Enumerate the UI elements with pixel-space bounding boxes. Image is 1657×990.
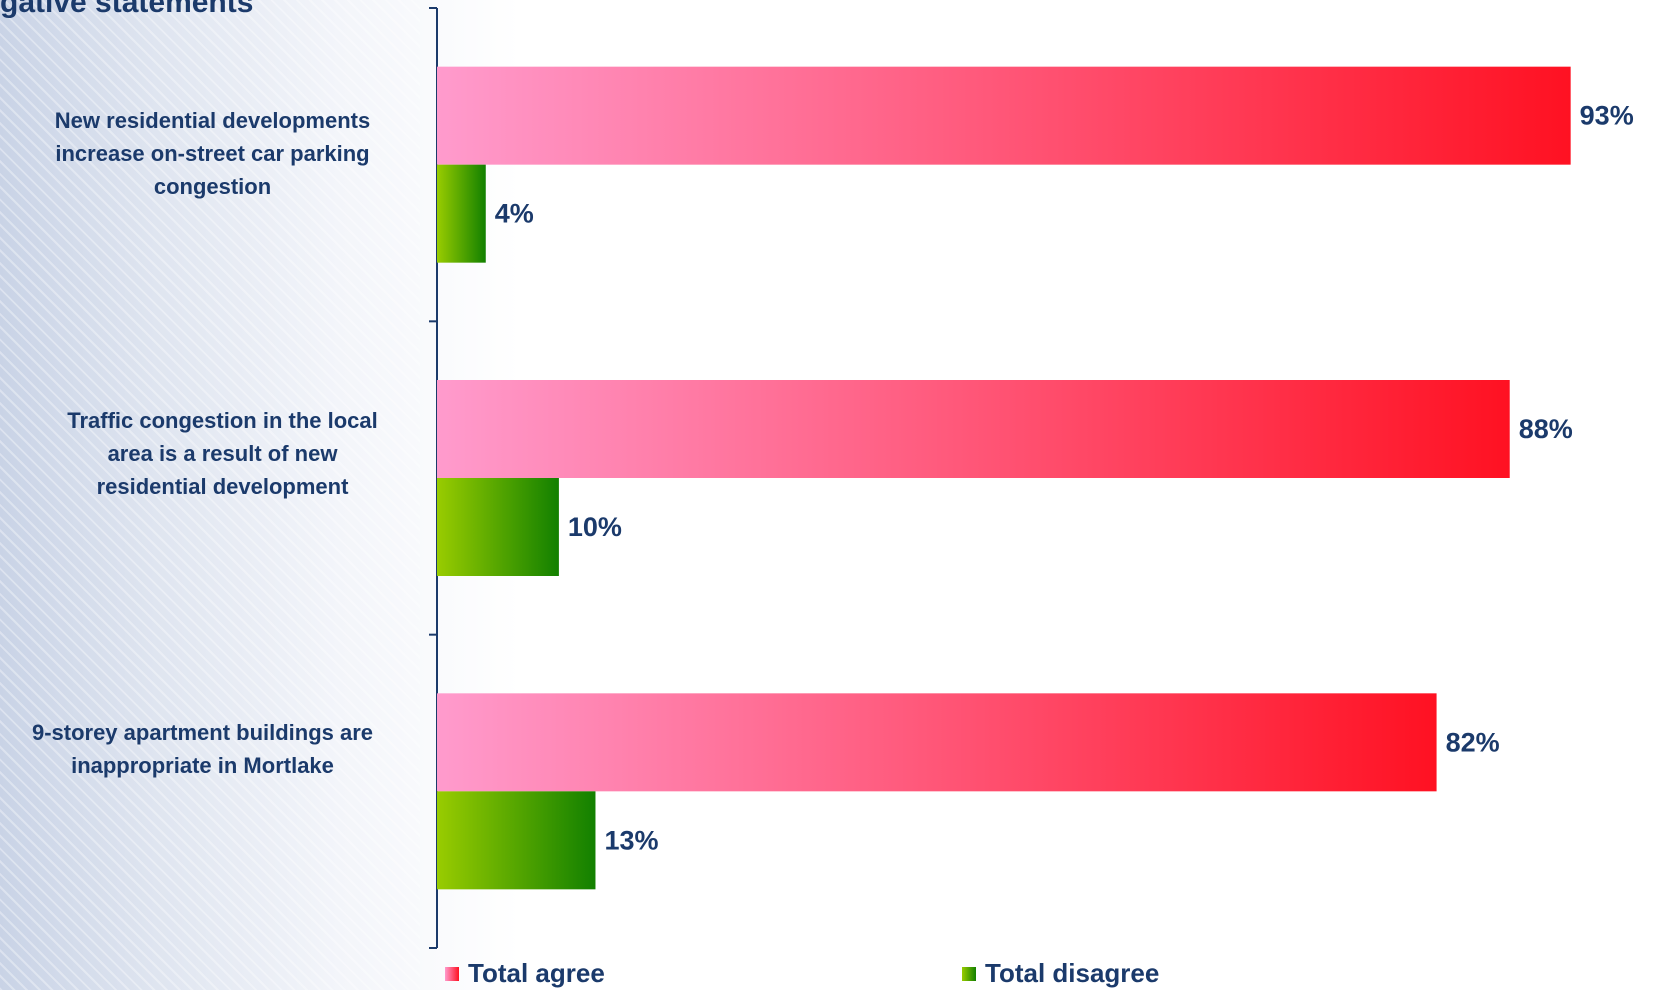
- category-label-line: New residential developments: [54, 108, 371, 133]
- pink-square-icon: [445, 966, 459, 981]
- legend-item-agree: Total agree: [445, 958, 605, 989]
- legend-label: Total disagree: [985, 958, 1160, 988]
- category-label-line: area is a result of new: [107, 441, 338, 466]
- category-label-line: Traffic congestion in the local: [67, 408, 378, 433]
- data-label: 93%: [1580, 101, 1634, 131]
- data-label: 82%: [1446, 727, 1500, 757]
- category-label-line: increase on-street car parking: [55, 141, 370, 166]
- data-label: 13%: [604, 825, 658, 855]
- bar-total-disagree: [437, 478, 559, 576]
- category-label-line: residential development: [96, 474, 349, 499]
- green-square-icon: [962, 966, 976, 981]
- legend-item-disagree: Total disagree: [962, 958, 1159, 989]
- category-label-line: 9-storey apartment buildings are: [31, 720, 374, 745]
- data-label: 10%: [568, 512, 622, 542]
- bar-total-disagree: [437, 791, 596, 890]
- category-label: Traffic congestion in the local area is …: [25, 404, 420, 503]
- category-label-line: inappropriate in Mortlake: [71, 753, 334, 778]
- bar-total-agree: [437, 66, 1571, 165]
- bar-total-agree: [437, 380, 1510, 478]
- legend-label: Total agree: [468, 958, 605, 988]
- bar-total-agree: [437, 693, 1437, 792]
- category-label: 9-storey apartment buildings are inappro…: [5, 716, 400, 782]
- data-label: 4%: [495, 199, 534, 229]
- category-label: New residential developments increase on…: [15, 104, 410, 203]
- category-label-line: congestion: [153, 174, 272, 199]
- bar-total-disagree: [437, 164, 486, 263]
- data-label: 88%: [1519, 414, 1573, 444]
- chart-title: gative statements: [0, 0, 254, 19]
